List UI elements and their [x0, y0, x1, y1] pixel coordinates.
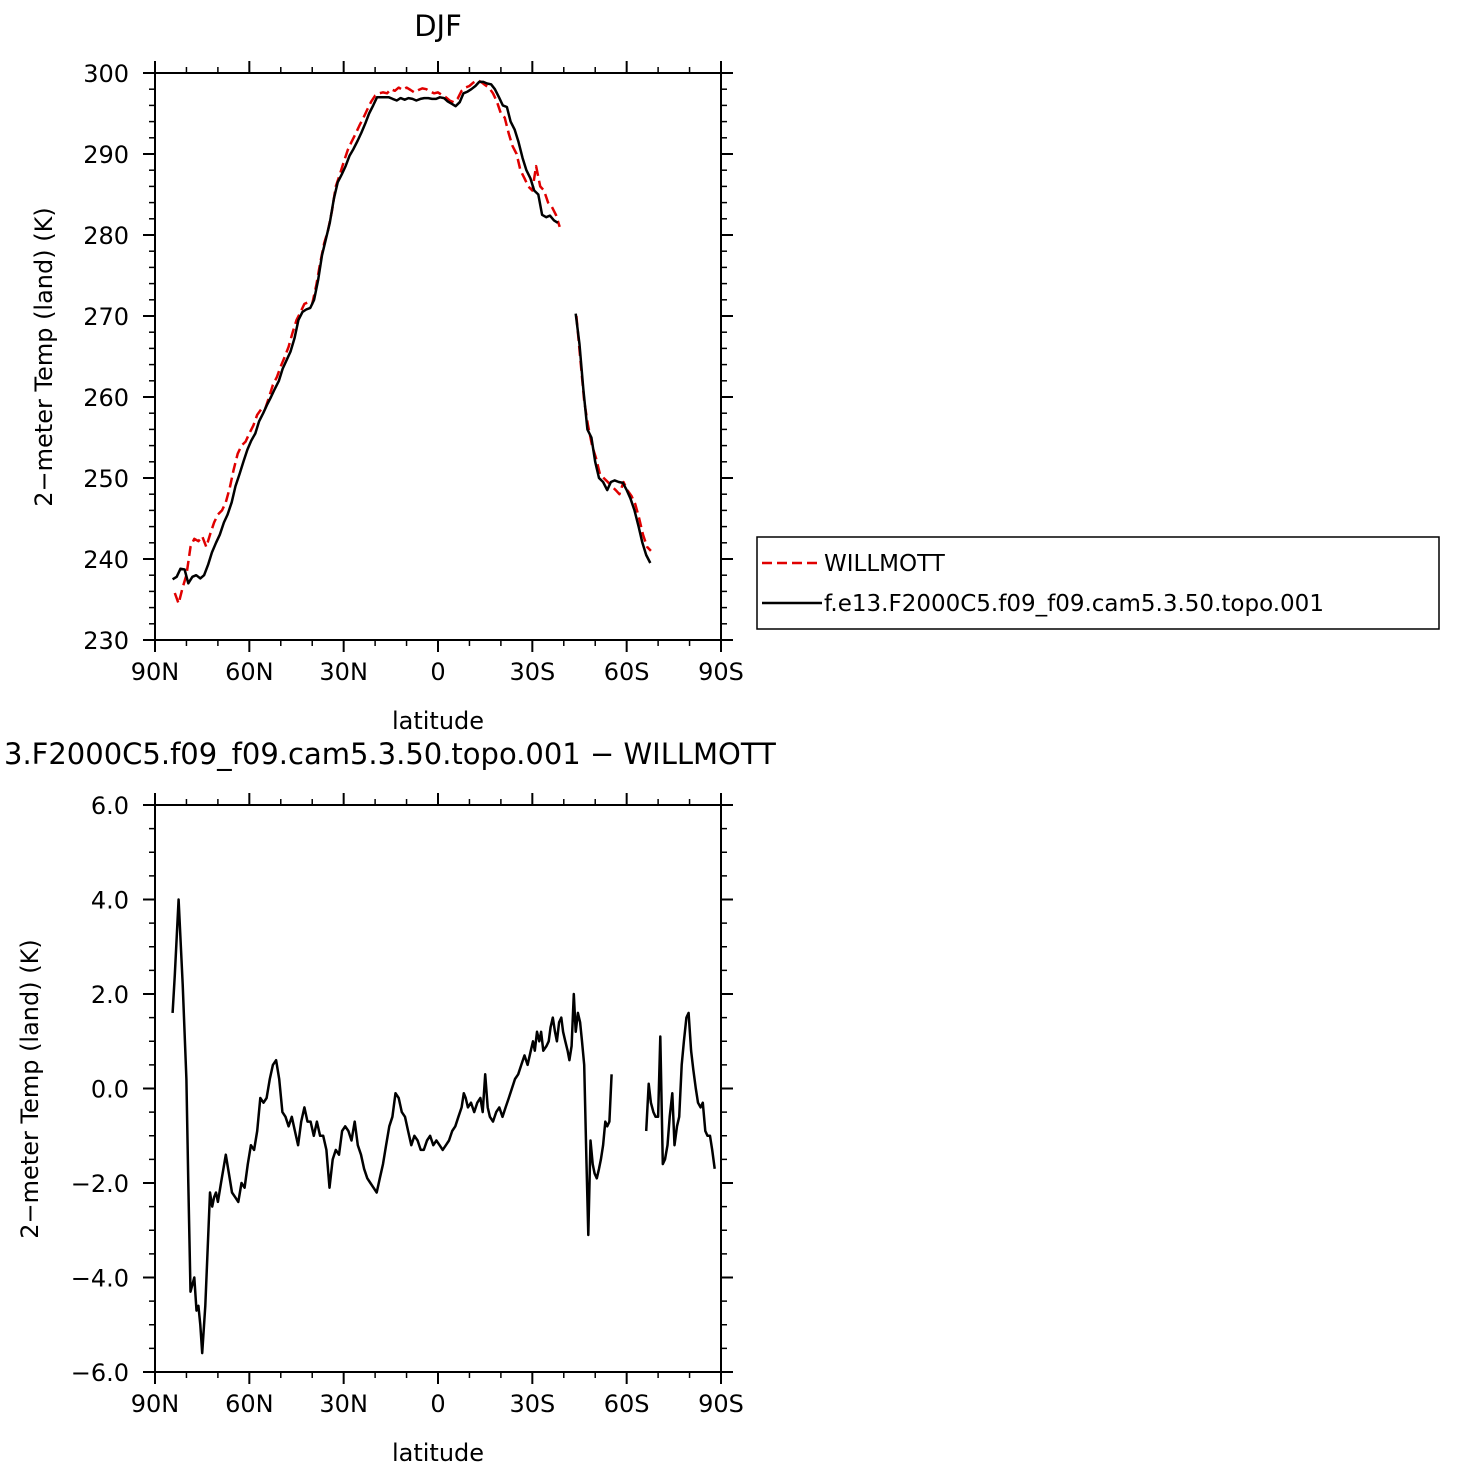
top-x-tick-label: 60S	[604, 658, 650, 686]
bottom-y-tick-label: −2.0	[71, 1170, 129, 1198]
bottom-x-tick-label: 30N	[319, 1390, 368, 1418]
bottom-x-tick-label: 30S	[509, 1390, 555, 1418]
bottom-x-tick-label: 60S	[604, 1390, 650, 1418]
bottom-x-tick-label: 60N	[225, 1390, 274, 1418]
top-y-tick-label: 270	[83, 303, 129, 331]
bottom-y-tick-label: 0.0	[91, 1076, 129, 1104]
top-x-tick-label: 30N	[319, 658, 368, 686]
top-plot-frame	[154, 72, 722, 641]
bottom-series-0-line-segment-0	[171, 898, 613, 1355]
legend-label-willmott: WILLMOTT	[824, 551, 946, 577]
bottom-y-tick-label: 6.0	[91, 792, 129, 820]
bottom-y-axis-label: 2−meter Temp (land) (K)	[16, 939, 44, 1238]
top-x-tick-label: 90N	[131, 658, 180, 686]
legend-label-model: f.e13.F2000C5.f09_f09.cam5.3.50.topo.001	[824, 591, 1324, 617]
top-y-tick-label: 260	[83, 384, 129, 412]
top-y-axis-label: 2−meter Temp (land) (K)	[30, 207, 58, 506]
legend-box	[756, 536, 1440, 630]
top-series-1-line-segment-1	[574, 313, 652, 564]
top-series-0-line-segment-1	[575, 315, 652, 552]
top-x-tick-label: 90S	[698, 658, 744, 686]
legend: WILLMOTT f.e13.F2000C5.f09_f09.cam5.3.50…	[756, 536, 1440, 630]
top-x-tick-label: 0	[430, 658, 445, 686]
top-y-tick-label: 280	[83, 222, 129, 250]
bottom-plot-frame	[154, 804, 722, 1373]
bottom-x-tick-label: 90S	[698, 1390, 744, 1418]
top-y-tick-label: 230	[83, 627, 129, 655]
bottom-y-tick-label: −4.0	[71, 1265, 129, 1293]
bottom-x-tick-label: 0	[430, 1390, 445, 1418]
top-y-tick-label: 250	[83, 465, 129, 493]
bottom-y-tick-label: 4.0	[91, 887, 129, 915]
bottom-panel-difference: 3.F2000C5.f09_f09.cam5.3.50.topo.001 − W…	[4, 737, 776, 1467]
bottom-y-tick-label: −6.0	[71, 1359, 129, 1387]
top-y-tick-label: 300	[83, 60, 129, 88]
top-x-axis-label: latitude	[392, 707, 484, 735]
bottom-x-tick-label: 90N	[131, 1390, 180, 1418]
bottom-series-0-line-segment-1	[644, 1011, 716, 1169]
top-y-tick-label: 290	[83, 141, 129, 169]
top-series-0-line-segment-0	[173, 79, 561, 605]
bottom-plot-title: 3.F2000C5.f09_f09.cam5.3.50.topo.001 − W…	[4, 737, 776, 771]
top-plot-title: DJF	[414, 9, 462, 43]
bottom-y-tick-label: 2.0	[91, 981, 129, 1009]
top-y-tick-label: 240	[83, 546, 129, 574]
top-series-1-line-segment-0	[171, 80, 559, 585]
top-x-tick-label: 30S	[509, 658, 555, 686]
top-x-tick-label: 60N	[225, 658, 274, 686]
top-panel-djf: DJF 90N 60N 30N 0 30S 60S 90S 230 240 250 260 270 28…	[30, 9, 744, 735]
bottom-x-axis-label: latitude	[392, 1439, 484, 1467]
